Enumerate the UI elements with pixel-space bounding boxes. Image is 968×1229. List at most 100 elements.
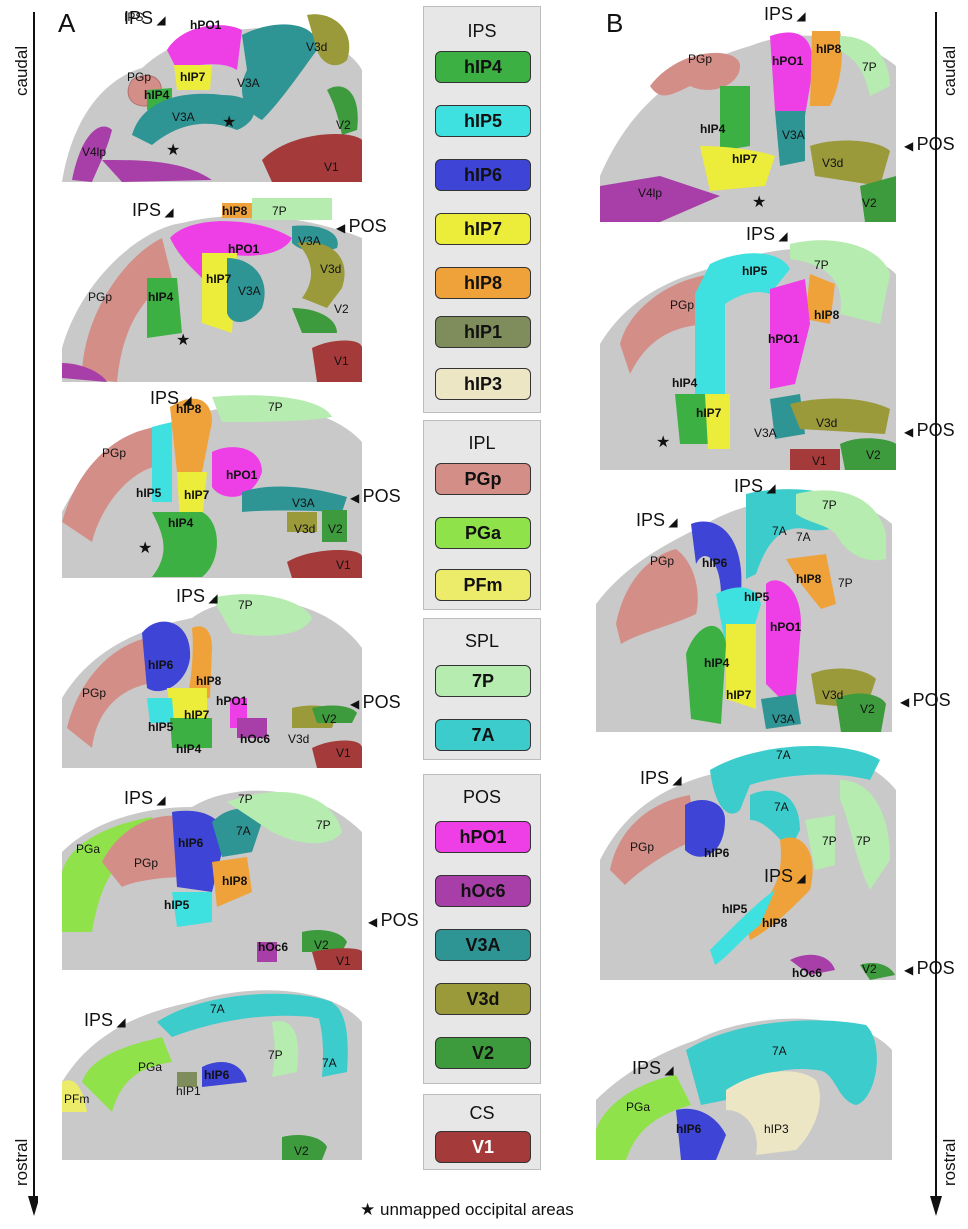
slice-label: hIP7	[206, 272, 232, 286]
slice-label: hOc6	[792, 966, 823, 980]
left-axis-bottom-label: rostral	[12, 1138, 31, 1186]
legend-group-title: IPS	[467, 21, 497, 41]
slice-label: hIP8	[814, 308, 840, 322]
slice-label: V2	[862, 196, 877, 210]
slice-label: PGa	[626, 1100, 651, 1114]
legend-chip-pgp: PGp	[435, 463, 531, 495]
slice-label: 7P	[814, 258, 829, 272]
legend-chip-hpo1: hPO1	[435, 821, 531, 853]
legend-chip-pga: PGa	[435, 517, 531, 549]
legend-chip-hip5: hIP5	[435, 105, 531, 137]
slice-label: hIP4	[168, 516, 194, 530]
slice-label: V2	[860, 702, 875, 716]
slice-label: hIP7	[184, 488, 210, 502]
slice-label: V2	[314, 938, 329, 952]
slice-label: hIP6	[148, 658, 174, 672]
footnote-star: ★	[360, 1200, 376, 1219]
ips-arrow-icon: ◢	[153, 793, 166, 807]
ips-mark: IPS ◢	[734, 476, 776, 496]
ips-arrow-icon: ◢	[669, 773, 682, 787]
slice-label: PFm	[64, 1092, 90, 1106]
slice-label: V1	[336, 558, 351, 572]
slice-a5: 7P hIP6 7A 7P PGa PGp hIP8 hIP5 hOc6 V2 …	[62, 782, 362, 970]
slice-a4: 7P hIP6 hIP8 PGp hPO1 hIP7 V2 hIP5 hOc6 …	[62, 588, 362, 768]
ips-arrow-icon: ◢	[665, 515, 678, 529]
slice-label: hIP8	[816, 42, 842, 56]
slice-label: PGp	[630, 840, 655, 854]
slice-label: V3A	[754, 426, 777, 440]
slice-label: 7A	[796, 530, 811, 544]
slice-label: 7A	[322, 1056, 337, 1070]
slice-label: V3A	[172, 110, 195, 124]
slice-label: V2	[334, 302, 349, 316]
slice-label: V3d	[320, 262, 342, 276]
slice-label: 7P	[838, 576, 853, 590]
slice-b5-drawing	[596, 1018, 892, 1160]
slice-label: PGa	[138, 1060, 163, 1074]
slice-a1: IPS hPO1 hIP7 hIP4 PGp V3A V3A V3d V4lp …	[62, 10, 362, 182]
slice-a3-drawing	[62, 395, 362, 578]
legend-group-ipl: IPL PGp PGa PFm	[423, 420, 541, 610]
right-axis-bottom-label: rostral	[940, 1138, 959, 1186]
legend-chip-hip1: hIP1	[435, 316, 531, 348]
ips-mark: IPS ◢	[150, 388, 192, 408]
slice-label: V3A	[292, 496, 315, 510]
slice-label: hIP5	[136, 486, 162, 500]
slice-a2: hIP8 7P hPO1 V3A hIP7 PGp hIP4 V3A V3d V…	[62, 198, 362, 382]
legend-group-title: CS	[469, 1103, 495, 1123]
slice-label: V3d	[822, 688, 844, 702]
pos-mark: ◀ POS	[350, 486, 401, 506]
legend-chip-hip4: hIP4	[435, 51, 531, 83]
slice-label: hIP1	[176, 1084, 201, 1098]
ips-arrow-icon: ◢	[793, 871, 806, 885]
slice-label: hIP4	[148, 290, 174, 304]
slice-label: 7P	[856, 834, 871, 848]
slice-label: PGp	[88, 290, 113, 304]
ips-arrow-icon: ◢	[113, 1015, 126, 1029]
slice-a4-drawing	[62, 594, 362, 768]
ips-mark: IPS ◢	[132, 200, 174, 220]
slice-b5: 7A PGa hIP6 hIP3	[596, 1010, 892, 1160]
slice-label: PGp	[82, 686, 107, 700]
slice-label: hPO1	[226, 468, 258, 482]
legend-chip-hip7: hIP7	[435, 213, 531, 245]
slice-label: 7A	[772, 1044, 787, 1058]
slice-b1-drawing	[600, 31, 896, 222]
slice-label: V2	[328, 522, 343, 536]
slice-label: hIP6	[676, 1122, 702, 1136]
slice-label: hIP8	[176, 402, 202, 416]
slice-label: 7P	[238, 598, 253, 612]
ips-mark: IPS ◢	[764, 866, 806, 886]
slice-label: V4lp	[638, 186, 663, 200]
ips-mark: IPS ◢	[636, 510, 678, 530]
slice-label: hOc6	[258, 940, 289, 954]
pos-arrow-icon: ◀	[368, 915, 381, 929]
pos-mark: ◀ POS	[904, 134, 955, 154]
slice-label: V2	[322, 712, 337, 726]
ips-arrow-icon: ◢	[661, 1063, 674, 1077]
legend-group-ips: IPS hIP4 hIP5 hIP6 hIP7 hIP8 hIP1 hIP3	[423, 6, 541, 413]
slice-label: 7P	[238, 792, 253, 806]
slice-label: V2	[294, 1144, 309, 1158]
slice-label: V2	[862, 962, 877, 976]
ips-mark: IPS ◢	[640, 768, 682, 788]
slice-label: V1	[334, 354, 349, 368]
slice-label: hIP6	[702, 556, 728, 570]
slice-label: 7P	[268, 1048, 283, 1062]
right-axis-arrow	[930, 12, 942, 1216]
legend-chip-pfm: PFm	[435, 569, 531, 601]
ips-mark: IPS ◢	[746, 224, 788, 244]
slice-label: 7A	[774, 800, 789, 814]
pos-arrow-icon: ◀	[904, 139, 917, 153]
slice-label: hIP4	[700, 122, 726, 136]
slice-a6: 7A PGa hIP6 7P 7A hIP1 PFm V2	[62, 982, 362, 1160]
left-axis: caudal rostral	[8, 6, 38, 1221]
slice-label: hIP7	[184, 708, 210, 722]
slice-label: 7P	[272, 204, 287, 218]
panel-a-letter: A	[58, 8, 76, 38]
pos-arrow-icon: ◀	[336, 221, 349, 235]
slice-label: 7P	[316, 818, 331, 832]
slice-label: PGp	[688, 52, 713, 66]
legend-chip-v3d: V3d	[435, 983, 531, 1015]
slice-label: hIP5	[722, 902, 748, 916]
